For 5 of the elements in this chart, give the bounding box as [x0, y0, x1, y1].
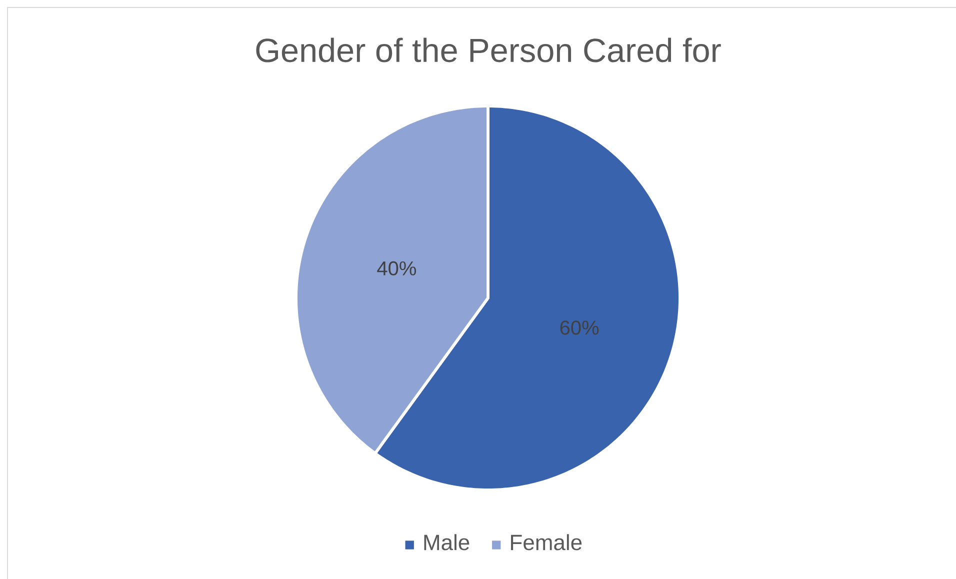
data-label: 60%: [560, 320, 599, 335]
legend-label: Male: [424, 534, 470, 550]
chart-title: Gender of the Person Cared for: [256, 38, 721, 62]
legend-label: Female: [511, 534, 582, 550]
data-label: 40%: [377, 261, 416, 276]
